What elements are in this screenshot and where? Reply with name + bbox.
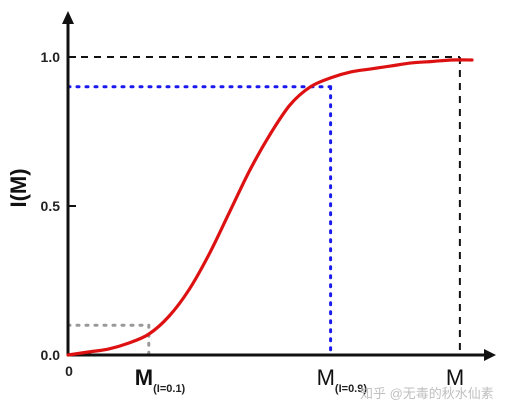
series-line — [66, 58, 474, 357]
y-tick-label-2: 1.0 — [41, 49, 61, 65]
marker-label-1: M(I=0.9) — [317, 365, 368, 395]
watermark-text: 知乎 @无毒的秋水仙素 — [360, 386, 494, 401]
y-tick-label-0: 0.0 — [41, 347, 61, 363]
marker-label-0: M(I=0.1) — [135, 365, 186, 395]
y-tick-label-1: 0.5 — [41, 198, 61, 214]
marker-label-2: M — [446, 365, 464, 390]
x-origin-label: 0 — [65, 363, 73, 379]
marker-labels: M(I=0.1) M(I=0.9) M — [135, 365, 464, 395]
y-axis-title: I(M) — [6, 168, 31, 207]
marker-subscript-1: (I=0.9) — [335, 383, 367, 395]
y-axis-arrow — [62, 11, 74, 24]
reference-lines — [66, 56, 461, 357]
marker-subscript-0: (I=0.1) — [153, 383, 185, 395]
x-axis-arrow — [484, 349, 496, 361]
